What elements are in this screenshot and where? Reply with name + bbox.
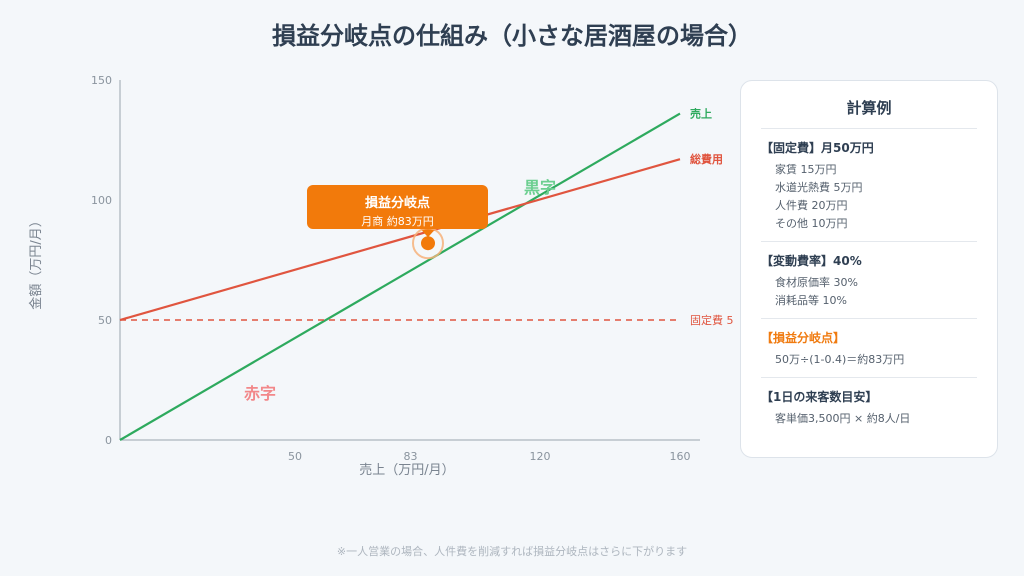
- break-even-point: [421, 236, 435, 251]
- series-label: 売上: [690, 107, 712, 121]
- variable-cost-section: 【変動費率】40% 食材原価率 30% 消耗品等 10%: [761, 242, 977, 319]
- section-item: 人件費 20万円: [775, 199, 848, 212]
- footnote: ※一人営業の場合、人件費を削減すれば損益分岐点はさらに下がります: [336, 545, 688, 558]
- break-even-callout: 損益分岐点 月商 約83万円: [307, 185, 488, 229]
- region-label: 赤字: [244, 384, 276, 403]
- section-item: 50万÷(1-0.4)＝約83万円: [775, 353, 905, 366]
- series-label: 固定費 5: [690, 313, 734, 327]
- fixed-cost-section: 【固定費】月50万円 家賃 15万円 水道光熱費 5万円 人件費 20万円 その…: [761, 129, 977, 242]
- x-tick-label: 160: [670, 450, 691, 463]
- panel-title: 計算例: [761, 81, 977, 129]
- section-head: 【損益分岐点】: [761, 331, 846, 345]
- x-tick-label: 83: [404, 450, 418, 463]
- y-tick-label: 100: [91, 194, 112, 207]
- series-line-1: [119, 158, 681, 322]
- section-head: 【変動費率】40%: [761, 254, 862, 268]
- page-title: 損益分岐点の仕組み（小さな居酒屋の場合）: [272, 22, 752, 50]
- region-label: 黒字: [524, 178, 556, 197]
- series-label: 総費用: [690, 152, 723, 166]
- calculation-panel: 計算例 【固定費】月50万円 家賃 15万円 水道光熱費 5万円 人件費 20万…: [740, 80, 998, 458]
- callout-subtitle: 月商 約83万円: [361, 215, 434, 228]
- x-tick-label: 50: [288, 450, 302, 463]
- section-item: 食材原価率 30%: [775, 276, 858, 289]
- daily-customers-section: 【1日の来客数目安】 客単価3,500円 × 約8人/日: [761, 378, 977, 436]
- x-axis-label: 売上（万円/月）: [359, 462, 454, 478]
- break-even-section: 【損益分岐点】 50万÷(1-0.4)＝約83万円: [761, 319, 977, 378]
- section-item: 消耗品等 10%: [775, 294, 847, 307]
- section-item: 水道光熱費 5万円: [775, 181, 863, 194]
- y-axis-label: 金額（万円/月）: [28, 214, 44, 309]
- section-item: その他 10万円: [775, 217, 848, 230]
- section-item: 家賃 15万円: [775, 163, 837, 176]
- y-tick-label: 50: [98, 314, 112, 327]
- y-tick-label: 150: [91, 74, 112, 87]
- series-line-0: [119, 112, 681, 441]
- break-even-chart: 0 50 100 150 50 83 120 160 売上（万円/月） 金額（万円/月） 売上総費用…: [28, 74, 734, 478]
- callout-title: 損益分岐点: [364, 196, 430, 211]
- section-head: 【固定費】月50万円: [761, 141, 874, 155]
- section-item: 客単価3,500円 × 約8人/日: [775, 412, 911, 425]
- y-tick-label: 0: [105, 434, 112, 447]
- x-tick-label: 120: [530, 450, 551, 463]
- section-head: 【1日の来客数目安】: [761, 390, 878, 404]
